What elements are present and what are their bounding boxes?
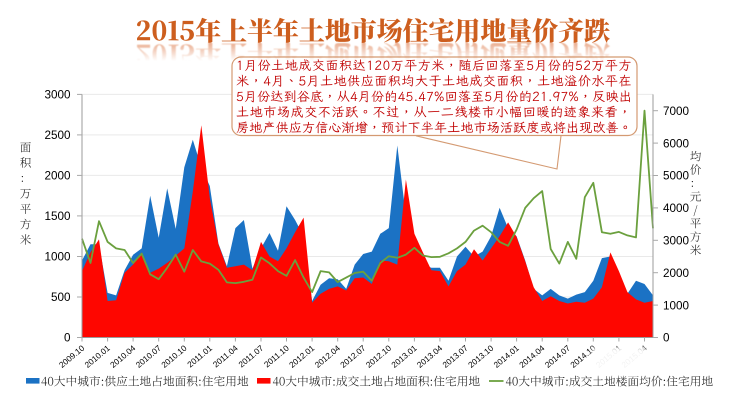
svg-text:2010.10: 2010.10 [159,343,189,370]
svg-text:6000: 6000 [663,137,690,150]
svg-text:2012.01: 2012.01 [287,343,317,370]
svg-text:2009.10: 2009.10 [57,343,87,370]
svg-text:4000: 4000 [663,202,690,215]
svg-text:2500: 2500 [44,129,71,142]
svg-text:3000: 3000 [44,89,71,102]
svg-text:2013.01: 2013.01 [389,343,419,370]
svg-text:3000: 3000 [663,235,690,248]
svg-text:5000: 5000 [663,170,690,183]
svg-text:0: 0 [64,332,71,345]
svg-text:7000: 7000 [663,105,690,118]
svg-text:2011.07: 2011.07 [236,343,265,370]
svg-text:2011.10: 2011.10 [262,343,291,370]
svg-text:2014.04: 2014.04 [517,343,547,370]
svg-text:2013.10: 2013.10 [466,343,496,370]
svg-text:500: 500 [51,291,71,304]
svg-text:2000: 2000 [663,267,690,280]
svg-text:2012.07: 2012.07 [338,343,368,370]
svg-text:2013.04: 2013.04 [415,343,445,370]
svg-text:0: 0 [663,332,670,345]
svg-text:2011.04: 2011.04 [211,343,240,370]
svg-text:2013.07: 2013.07 [440,343,470,370]
svg-text:2014.01: 2014.01 [491,343,521,370]
svg-text:1000: 1000 [663,299,690,312]
svg-text:2010.04: 2010.04 [108,343,138,370]
svg-text:2010.07: 2010.07 [134,343,164,370]
svg-text:2010.01: 2010.01 [82,343,112,370]
svg-text:2000: 2000 [44,170,71,183]
svg-text:1000: 1000 [44,251,71,264]
svg-text:2012.04: 2012.04 [313,343,343,370]
svg-text:2012.10: 2012.10 [364,343,394,370]
svg-text:1500: 1500 [44,210,71,223]
svg-text:2014.07: 2014.07 [543,343,573,370]
svg-text:2011.01: 2011.01 [185,343,214,370]
